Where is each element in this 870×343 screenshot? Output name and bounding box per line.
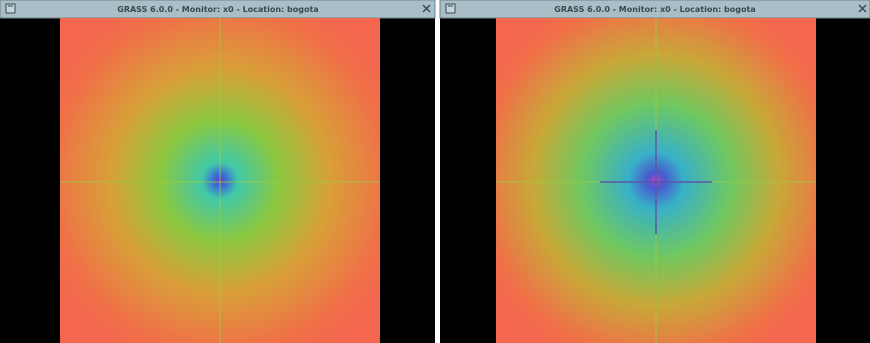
monitor-window: GRASS 6.0.0 - Monitor: x0 - Location: bo… <box>0 0 435 343</box>
monitor-window: GRASS 6.0.0 - Monitor: x0 - Location: bo… <box>440 0 870 343</box>
window-title: GRASS 6.0.0 - Monitor: x0 - Location: bo… <box>554 5 755 14</box>
window-menu-button[interactable] <box>446 4 455 13</box>
window-title: GRASS 6.0.0 - Monitor: x0 - Location: bo… <box>117 5 318 14</box>
window-menu-button[interactable] <box>6 4 15 13</box>
screen: GRASS 6.0.0 - Monitor: x0 - Location: bo… <box>0 0 870 343</box>
